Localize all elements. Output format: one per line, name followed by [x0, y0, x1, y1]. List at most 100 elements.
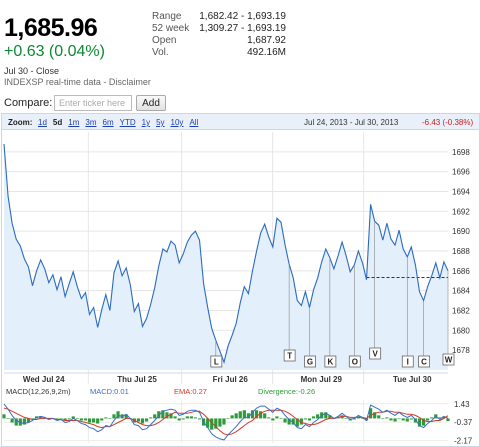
divergence-bar [405, 418, 409, 422]
stat-row-range: Range 1,682.42 - 1,693.19 [152, 11, 286, 23]
divergence-bar [193, 417, 198, 419]
news-flag-v[interactable]: V [369, 221, 382, 360]
news-flag-label: I [407, 358, 409, 367]
news-flag-o[interactable]: O [348, 264, 361, 368]
zoom-ytd[interactable]: YTD [119, 118, 136, 127]
divergence-bar [177, 418, 181, 421]
stat-row-52-week: 52 week 1,309.27 - 1,693.19 [152, 23, 286, 35]
y-tick-label: 1680 [452, 326, 470, 335]
zoom-3m[interactable]: 3m [85, 118, 97, 127]
news-flag-w[interactable]: W [442, 270, 455, 366]
compare-label: Compare: [4, 97, 53, 109]
zoom-10y[interactable]: 10y [170, 118, 184, 127]
divergence-bar [413, 418, 418, 423]
quote-stats: Range 1,682.42 - 1,693.19 52 week 1,309.… [152, 11, 286, 59]
divergence-bar [222, 418, 226, 425]
zoom-1m[interactable]: 1m [68, 118, 80, 127]
divergence-bar [39, 416, 43, 419]
zoom-5y[interactable]: 5y [156, 118, 165, 127]
divergence-bar [10, 418, 14, 423]
divergence-bar [173, 416, 177, 419]
news-flag-c[interactable]: C [418, 300, 430, 368]
news-flag-k[interactable]: K [324, 257, 337, 368]
price-line [3, 143, 449, 364]
divergence-bar [210, 418, 214, 430]
divergence-bar [206, 418, 210, 428]
divergence-bar [26, 418, 31, 423]
divergence-bar [2, 414, 6, 419]
price-change: +0.63 (0.04%) [4, 43, 105, 60]
divergence-bar [100, 418, 104, 421]
divergence-bar [67, 418, 71, 420]
ema-line [3, 407, 449, 436]
x-tick-label: Fri Jul 26 [213, 375, 249, 384]
divergence-bar [189, 416, 193, 419]
current-price: 1,685.96 [4, 14, 98, 42]
news-flag-label: G [307, 358, 313, 367]
divergence-bar [63, 418, 67, 421]
divergence-bar [311, 416, 316, 419]
zoom-bar: Zoom: 1d 5d 1m 3m 6m YTD 1y 5y 10y All J… [2, 114, 479, 130]
stat-value: 1,687.92 [247, 35, 286, 46]
divergence-bar [197, 418, 202, 420]
divergence-bar [59, 418, 63, 420]
price-chart[interactable]: 1678 1680 1682 1684 1686 1688 1690 1692 1694 1696… [2, 130, 479, 386]
divergence-bar [279, 418, 283, 420]
divergence-bar [246, 413, 251, 419]
divergence-bar [6, 418, 10, 420]
compare-ticker-input[interactable] [54, 95, 132, 111]
range-change: -6.43 (-0.38%) [422, 118, 474, 127]
divergence-bar [324, 412, 328, 419]
divergence-bar [250, 410, 255, 419]
macd-tick-label: 1.43 [454, 400, 470, 409]
divergence-bar [218, 418, 222, 427]
divergence-bar [47, 418, 51, 420]
zoom-1d[interactable]: 1d [38, 118, 47, 127]
divergence-bar [430, 417, 434, 419]
stat-label: Range [152, 11, 182, 22]
divergence-bar [153, 414, 157, 419]
divergence-bar [426, 418, 430, 421]
divergence-bar [116, 411, 120, 419]
divergence-bar [254, 410, 259, 419]
divergence-bar [75, 418, 79, 420]
zoom-all[interactable]: All [189, 118, 199, 127]
divergence-bar [421, 418, 426, 426]
data-source-disclaimer[interactable]: INDEXSP real-time data - Disclaimer [4, 77, 151, 87]
divergence-bar [144, 418, 149, 422]
add-compare-button[interactable]: Add [136, 95, 166, 111]
divergence-bar [393, 418, 397, 422]
zoom-1y[interactable]: 1y [141, 118, 151, 127]
news-flag-t[interactable]: T [283, 263, 296, 362]
divergence-bar [14, 418, 18, 426]
divergence-bar [71, 416, 75, 419]
price-area [4, 143, 448, 370]
divergence-bar [369, 408, 373, 419]
macd-chart[interactable]: 1.43 -0.37 -2.17 [2, 397, 479, 446]
zoom-5d[interactable]: 5d [52, 118, 63, 127]
stat-label: 52 week [152, 23, 190, 34]
y-tick-label: 1698 [452, 148, 470, 157]
news-flag-i[interactable]: I [401, 256, 414, 368]
macd-legend: MACD(12,26,9,2m) MACD:0.01 EMA:0.27 Dive… [4, 386, 478, 397]
stat-value: 1,682.42 - 1,693.19 [199, 11, 286, 22]
divergence-bar [238, 411, 242, 419]
news-flag-g[interactable]: G [304, 307, 316, 368]
divergence-bar [295, 418, 299, 427]
divergence-bar [442, 416, 446, 419]
news-flag-label: V [373, 350, 379, 359]
news-flag-label: L [214, 358, 219, 367]
divergence-bar [275, 416, 279, 419]
divergence-bar [185, 416, 189, 419]
ema-value: EMA:0.27 [174, 387, 207, 396]
y-tick-label: 1686 [452, 267, 470, 276]
divergence-bar [226, 418, 230, 420]
news-flag-label: K [327, 358, 333, 367]
divergence-bar [104, 417, 108, 419]
divergence-bar [291, 418, 295, 425]
quote-summary: 1,685.96 +0.63 (0.04%) Jul 30 - Close IN… [0, 0, 480, 92]
news-flag-l[interactable]: L [210, 340, 223, 368]
zoom-6m[interactable]: 6m [102, 118, 114, 127]
divergence-bar [259, 411, 263, 419]
stat-value: 492.16M [247, 47, 286, 58]
